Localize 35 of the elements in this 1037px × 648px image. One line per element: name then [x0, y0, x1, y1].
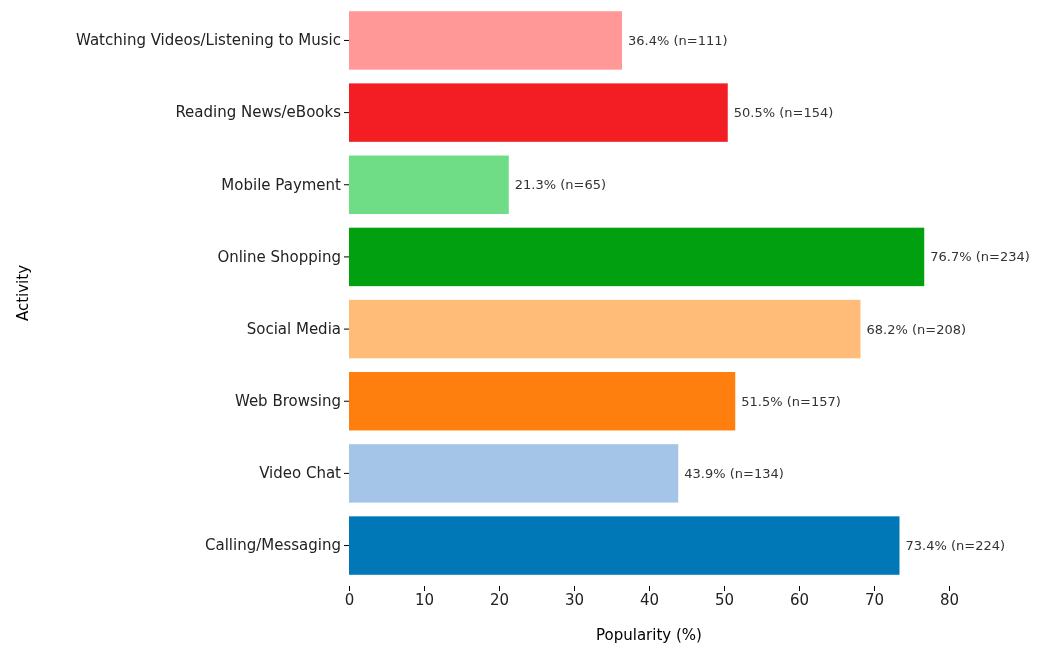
- y-tick-label: Web Browsing: [234, 392, 341, 411]
- x-tick-label: 40: [639, 590, 660, 609]
- y-tick-label: Mobile Payment: [221, 175, 342, 194]
- data-label: 36.4% (n=111): [628, 32, 728, 48]
- x-tick-label: 20: [489, 590, 510, 609]
- x-tick-label: 80: [939, 590, 960, 609]
- x-tick-label: 0: [344, 590, 355, 609]
- bar: [349, 83, 728, 142]
- bar: [349, 155, 509, 214]
- data-label: 68.2% (n=208): [866, 321, 967, 337]
- y-axis-title: Activity: [14, 264, 32, 322]
- data-label: 51.5% (n=157): [741, 393, 841, 409]
- y-tick-label: Watching Videos/Listening to Music: [76, 31, 341, 50]
- x-tick-label: 30: [564, 590, 585, 609]
- bar: [349, 11, 622, 70]
- y-tick-label: Calling/Messaging: [205, 536, 341, 555]
- x-axis-title: Popularity (%): [596, 626, 702, 644]
- data-label: 76.7% (n=234): [930, 249, 1030, 265]
- bar: [349, 444, 679, 503]
- data-label: 50.5% (n=154): [733, 105, 834, 121]
- y-tick-label: Video Chat: [259, 464, 342, 483]
- x-tick-label: 70: [864, 590, 885, 609]
- x-tick-label: 50: [714, 590, 735, 609]
- y-tick-label: Reading News/eBooks: [175, 103, 342, 122]
- data-label: 21.3% (n=65): [514, 177, 606, 193]
- bar: [349, 299, 861, 359]
- bar: [349, 227, 925, 287]
- x-tick-label: 60: [789, 590, 810, 609]
- y-tick-label: Social Media: [246, 319, 341, 338]
- bar: [349, 516, 900, 575]
- data-label: 43.9% (n=134): [684, 465, 784, 481]
- y-tick-label: Online Shopping: [217, 247, 341, 266]
- bar: [349, 372, 736, 431]
- x-tick-label: 10: [414, 590, 435, 609]
- data-label: 73.4% (n=224): [905, 538, 1006, 554]
